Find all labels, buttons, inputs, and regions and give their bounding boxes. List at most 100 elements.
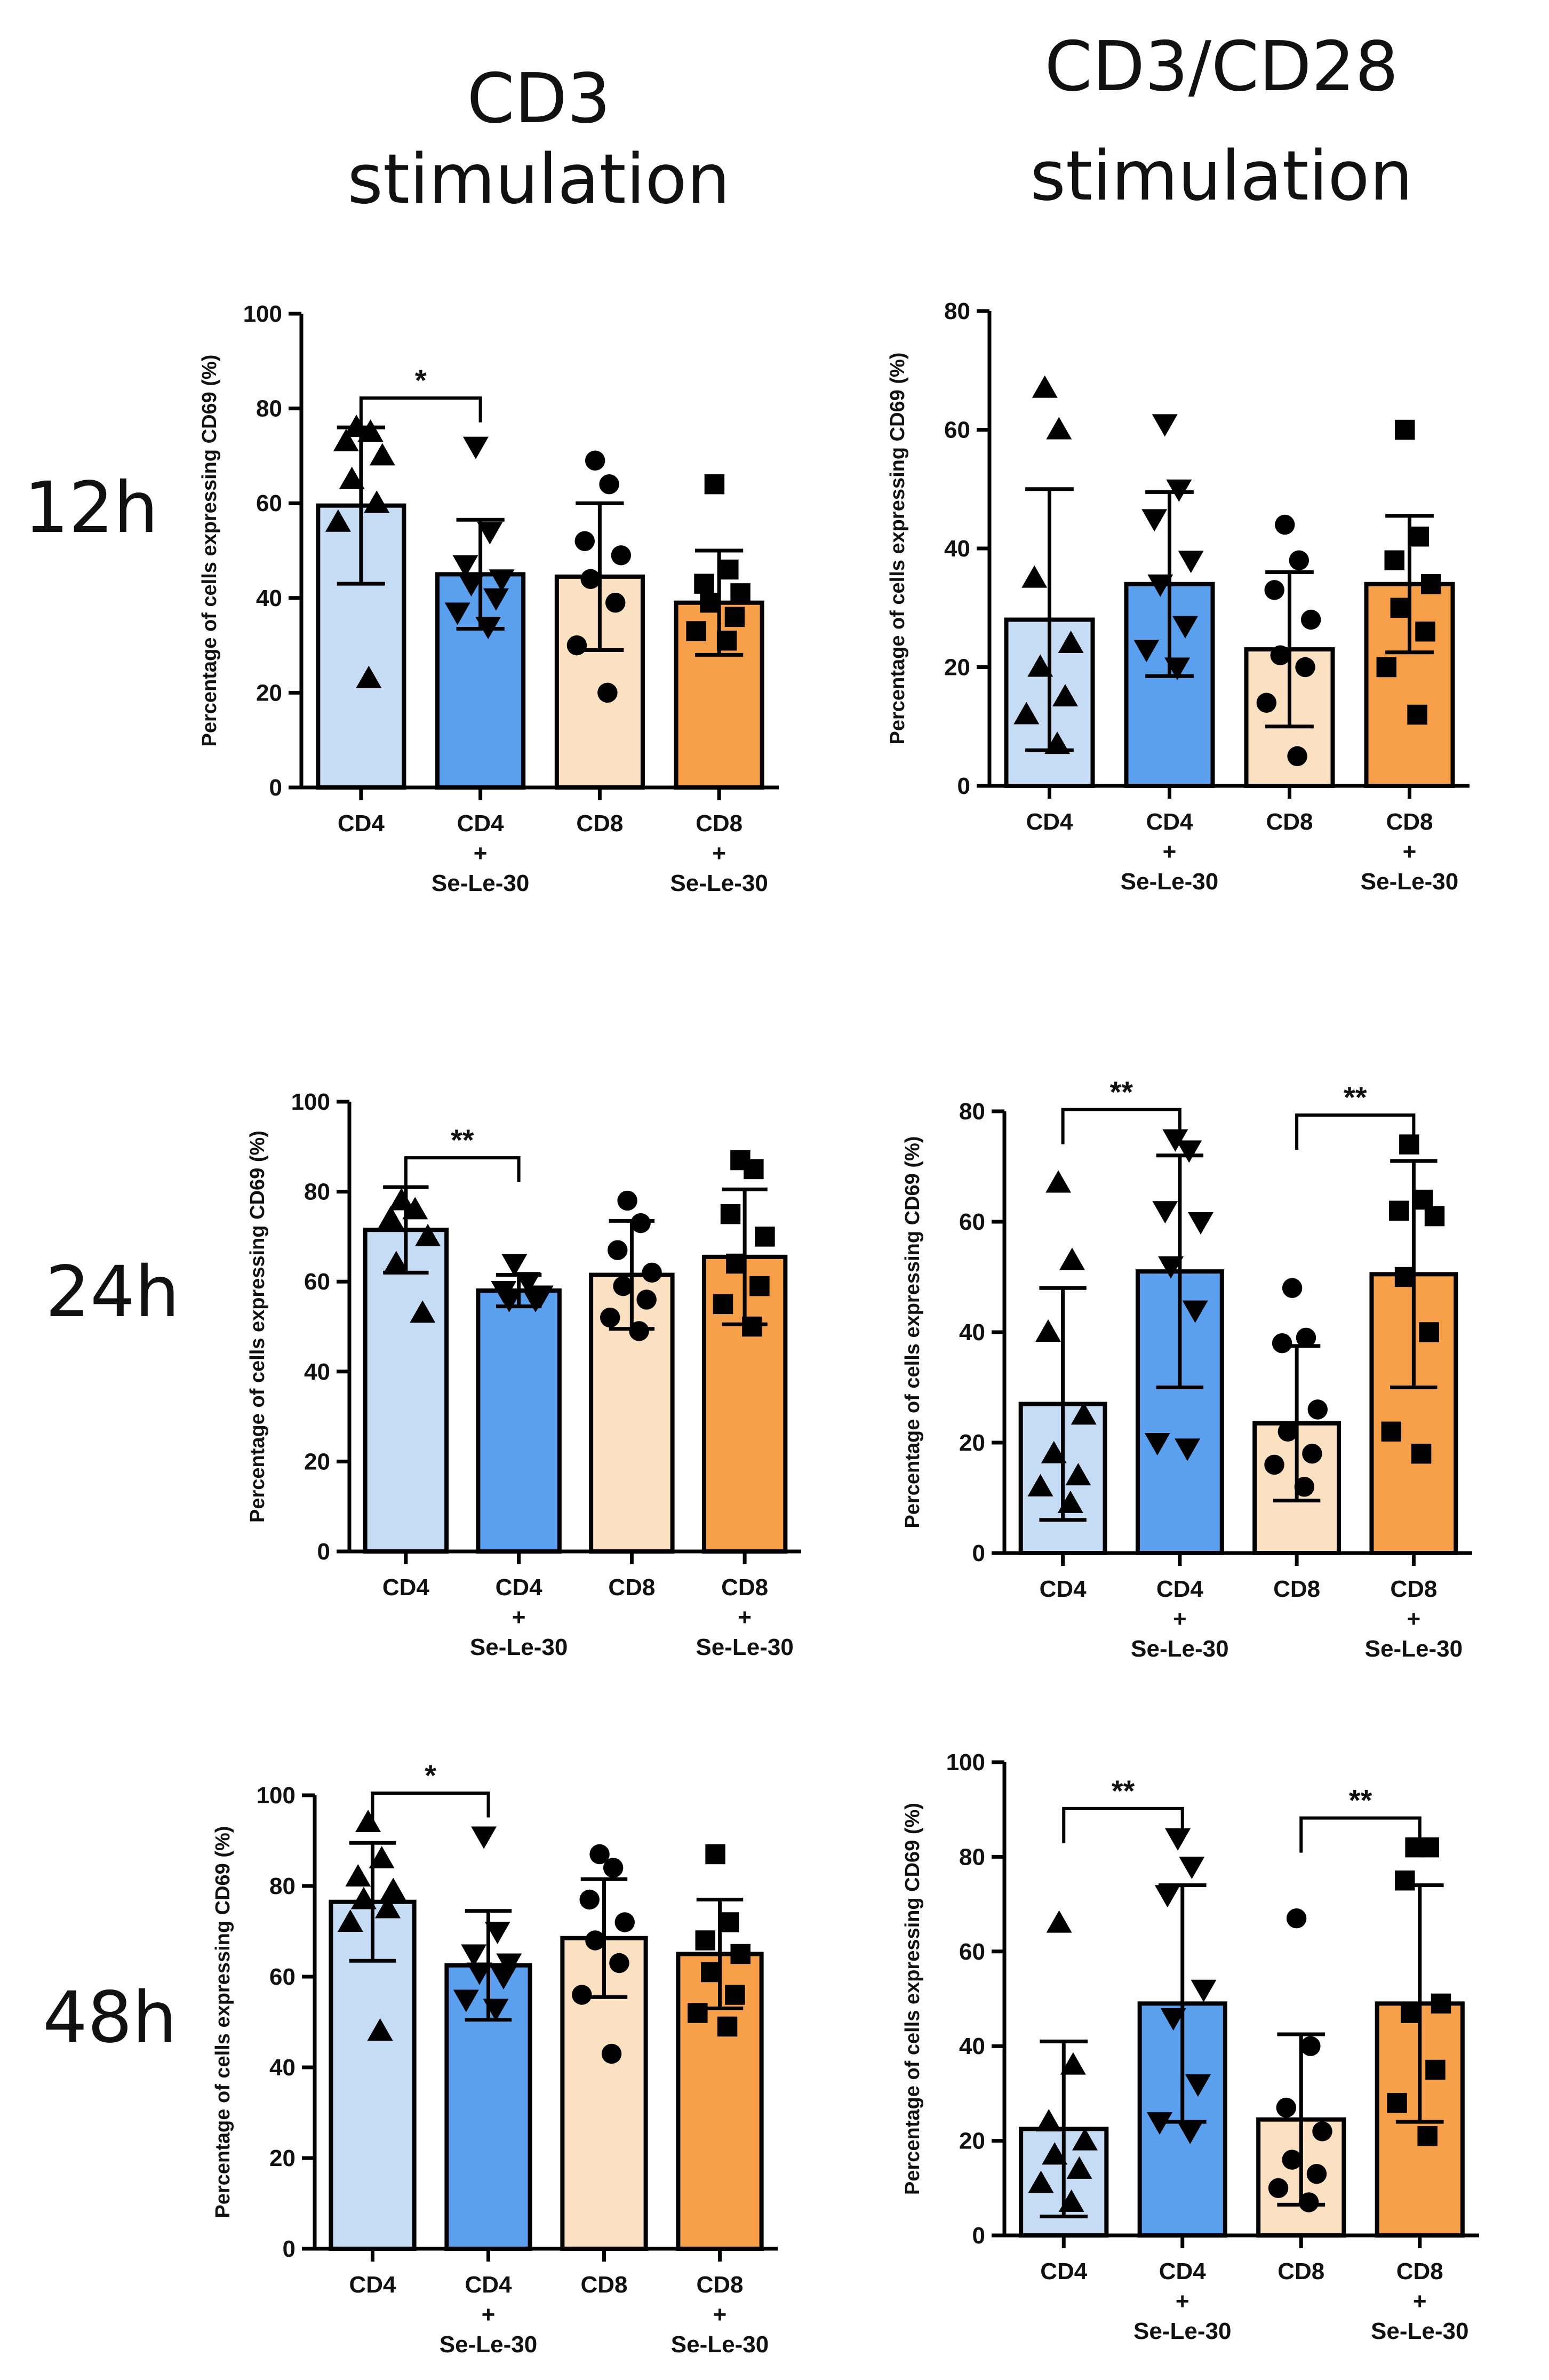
data-point-triangle-down	[496, 1290, 522, 1312]
data-point-triangle	[1046, 417, 1072, 440]
data-point-square	[1381, 1421, 1401, 1442]
y-tick-label: 60	[959, 1939, 985, 1965]
data-point-triangle	[350, 1887, 377, 1909]
data-point-circle	[1270, 645, 1290, 665]
data-point-circle	[642, 1262, 662, 1283]
data-point-triangle-down	[1179, 1857, 1205, 1880]
x-tick-label: CD8 + Se-Le-30	[670, 810, 768, 896]
data-point-square	[694, 574, 714, 594]
y-tick-label: 0	[283, 2236, 296, 2262]
data-point-triangle	[1060, 2052, 1086, 2075]
data-point-square	[695, 1930, 715, 1951]
y-axis-label: Percentage of cells expressing CD69 (%)	[901, 1803, 924, 2195]
data-point-square	[717, 2016, 738, 2037]
data-point-triangle	[383, 1251, 409, 1273]
x-tick-label-line: Se-Le-30	[470, 1634, 568, 1660]
y-tick-label: 20	[304, 1448, 330, 1475]
data-point-square	[749, 1276, 770, 1296]
x-tick-label-line: CD8	[1266, 809, 1313, 835]
data-point-square	[1407, 704, 1427, 725]
x-tick-label-line: CD8	[1273, 1576, 1320, 1602]
y-tick-label: 80	[304, 1179, 330, 1205]
x-tick-label: CD8 + Se-Le-30	[671, 2272, 769, 2358]
x-tick-label-line: Se-Le-30	[696, 1634, 793, 1660]
x-tick-label-line: +	[738, 1604, 752, 1630]
data-point-circle	[1277, 1421, 1298, 1442]
y-tick-label: 60	[269, 1964, 296, 1990]
data-point-triangle	[345, 1864, 371, 1887]
row-label-12h: 12h	[24, 467, 158, 549]
data-point-triangle	[1044, 731, 1071, 754]
y-tick-label: 0	[972, 1540, 985, 1566]
significance-label: **	[1109, 1075, 1133, 1109]
data-point-triangle-down	[453, 1989, 479, 2012]
x-tick-label: CD4	[349, 2272, 396, 2298]
data-point-square	[744, 1159, 764, 1180]
x-tick-label: CD4	[382, 1574, 430, 1601]
y-tick-label: 80	[256, 396, 282, 422]
data-point-square	[726, 1253, 746, 1274]
data-point-triangle-down	[458, 574, 484, 597]
x-tick-label: CD4 + Se-Le-30	[440, 2272, 537, 2358]
data-point-square	[1431, 1993, 1451, 2014]
data-point-triangle	[355, 1810, 381, 1832]
x-tick-label-line: +	[482, 2302, 496, 2328]
data-point-circle	[574, 531, 595, 551]
x-tick-label-line: Se-Le-30	[1365, 1636, 1463, 1662]
data-point-triangle	[1058, 2189, 1084, 2212]
data-point-square	[724, 607, 745, 627]
data-point-square	[1389, 1200, 1409, 1221]
row-label-48h: 48h	[43, 1977, 177, 2059]
x-tick-label-line: +	[1173, 1606, 1187, 1632]
data-point-triangle	[367, 2018, 393, 2041]
data-point-triangle-down	[501, 1254, 528, 1277]
data-point-triangle-down	[1165, 1828, 1191, 1851]
data-point-triangle	[339, 466, 365, 489]
data-point-circle	[600, 1307, 620, 1328]
x-tick-label: CD8	[1273, 1576, 1320, 1602]
data-point-triangle	[1032, 375, 1058, 398]
data-point-circle	[1282, 2150, 1302, 2170]
significance-bracket	[371, 1792, 490, 1828]
data-point-triangle-down	[1152, 1201, 1178, 1224]
data-point-triangle-down	[484, 1922, 510, 1944]
chart-panel-cd3-48h: 0 20 40 60 80 100 Percentage of cells expressi…	[212, 1758, 778, 2358]
data-point-triangle	[1065, 1463, 1091, 1486]
x-tick-label-line: Se-Le-30	[1131, 1636, 1228, 1662]
data-point-circle	[1302, 1443, 1322, 1464]
data-point-circle	[1282, 1278, 1303, 1298]
y-tick-label: 40	[959, 1319, 985, 1346]
data-point-circle	[1306, 2163, 1327, 2184]
data-point-square	[1395, 1870, 1415, 1891]
y-axis-label: Percentage of cells expressing CD69 (%)	[212, 1826, 234, 2218]
x-tick-label: CD4	[1040, 1576, 1087, 1602]
data-point-triangle-down	[462, 436, 489, 459]
y-tick-label: 0	[957, 773, 970, 799]
data-point-circle	[599, 474, 619, 495]
chart-panel-cd3-24h: 0 20 40 60 80 100 Percentage of cells expressi…	[246, 1089, 801, 1660]
data-point-triangle	[1042, 2142, 1068, 2165]
significance-label: **	[1112, 1774, 1135, 1808]
data-point-triangle	[369, 443, 395, 466]
y-tick-label: 40	[269, 2055, 296, 2081]
data-point-triangle	[1027, 654, 1053, 677]
data-point-circle	[1286, 1908, 1307, 1929]
y-tick-label: 80	[269, 1873, 296, 1899]
data-point-square	[716, 631, 737, 651]
x-tick-label-line: Se-Le-30	[670, 870, 768, 896]
data-point-triangle-down	[461, 1944, 487, 1967]
data-point-square	[720, 1204, 741, 1224]
x-tick-label: CD8	[580, 2272, 627, 2298]
y-tick-label: 40	[959, 2033, 985, 2059]
data-point-triangle	[1045, 1170, 1072, 1193]
significance-bracket	[1062, 1806, 1184, 1843]
x-tick-label-line: CD8	[721, 1574, 768, 1601]
data-point-triangle-down	[1185, 2074, 1211, 2097]
data-point-square	[730, 1944, 750, 1964]
data-point-square	[1394, 1267, 1415, 1287]
data-point-square	[1409, 527, 1430, 547]
column-title-cd3: CD3 stimulation	[347, 59, 730, 220]
data-point-triangle-down	[466, 1962, 492, 1985]
